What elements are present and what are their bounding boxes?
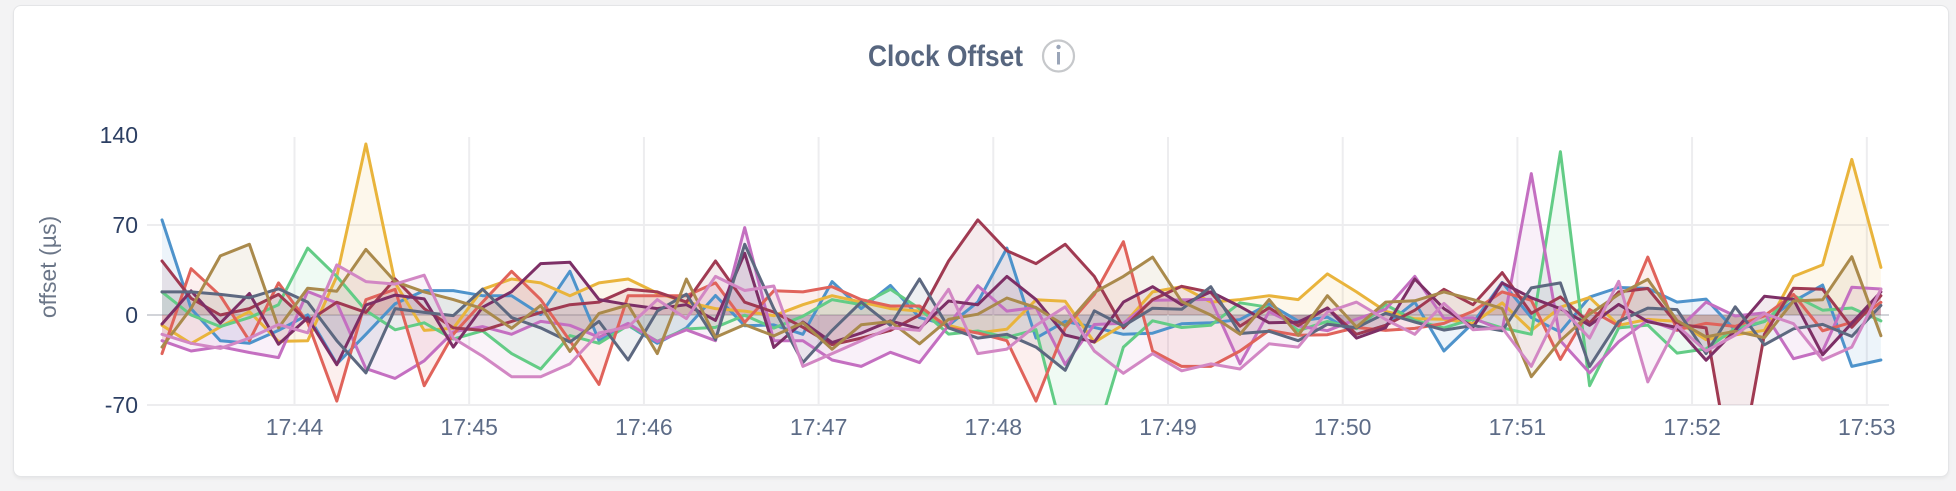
svg-text:17:47: 17:47 bbox=[790, 414, 848, 440]
svg-text:140: 140 bbox=[100, 122, 138, 148]
svg-text:17:49: 17:49 bbox=[1139, 414, 1197, 440]
svg-text:17:53: 17:53 bbox=[1838, 414, 1896, 440]
svg-text:17:52: 17:52 bbox=[1663, 414, 1721, 440]
svg-text:17:46: 17:46 bbox=[615, 414, 673, 440]
svg-text:17:50: 17:50 bbox=[1314, 414, 1372, 440]
svg-text:Clock Offset: Clock Offset bbox=[868, 40, 1023, 73]
svg-text:-70: -70 bbox=[105, 392, 138, 418]
svg-text:17:48: 17:48 bbox=[965, 414, 1023, 440]
svg-text:17:51: 17:51 bbox=[1489, 414, 1547, 440]
svg-text:70: 70 bbox=[112, 212, 138, 238]
svg-text:0: 0 bbox=[125, 302, 138, 328]
svg-text:offset (µs): offset (µs) bbox=[35, 216, 61, 318]
svg-text:17:45: 17:45 bbox=[440, 414, 498, 440]
svg-text:17:44: 17:44 bbox=[266, 414, 324, 440]
